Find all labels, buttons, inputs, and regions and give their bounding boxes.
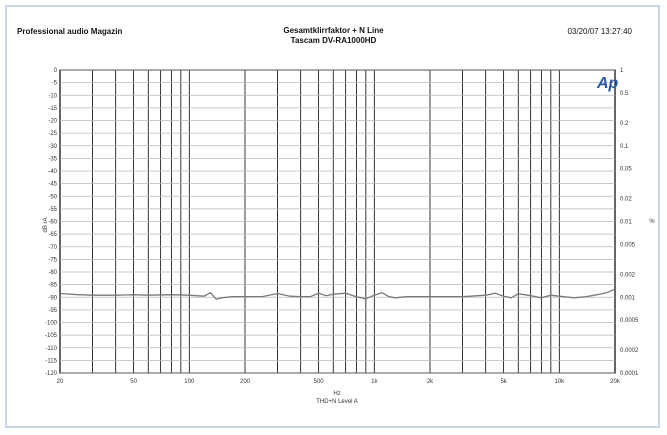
grid-lines — [59, 69, 616, 374]
y-right-tick-label: 0.5 — [620, 91, 629, 97]
y-right-tick-label: 0.001 — [620, 295, 636, 301]
timestamp-label: 03/20/07 13:27:40 — [567, 27, 632, 36]
y-left-tick-label: -35 — [48, 156, 57, 162]
y-left-tick-label: -50 — [48, 194, 57, 200]
x-axis-sublabel: THD+N Level A — [316, 399, 358, 405]
y-left-tick-label: -20 — [48, 119, 57, 125]
y-right-tick-label: 0.01 — [620, 220, 632, 226]
y-left-tick-label: -5 — [52, 81, 58, 87]
y-right-tick-label: 0.002 — [620, 272, 636, 278]
y-left-tick-label: -70 — [48, 245, 57, 251]
x-tick-label: 20 — [57, 379, 64, 385]
chart-title-block: Gesamtklirrfaktor + N Line Tascam DV-RA1… — [0, 26, 667, 46]
left-axis-ticks: 0 -5 -10 -15 -20 -25 -30 -35 -40 -45 -50 -55 -60 -65 -… — [45, 68, 58, 377]
y-left-tick-label: -40 — [48, 169, 57, 175]
y-left-tick-label: -115 — [45, 358, 57, 364]
x-tick-label: 5k — [500, 379, 507, 385]
x-axis-label: Hz — [333, 391, 340, 397]
ap-logo: Ap — [596, 75, 619, 92]
publisher-label: Professional audio Magazin — [17, 27, 123, 36]
y-left-tick-label: -100 — [45, 321, 58, 327]
y-right-tick-label: 0.2 — [620, 121, 629, 127]
y-right-tick-label: 0.0005 — [620, 318, 639, 324]
y-left-tick-label: -10 — [48, 93, 57, 99]
y-left-tick-label: -65 — [48, 232, 57, 238]
y-left-tick-label: -55 — [48, 207, 57, 213]
y-right-tick-label: 0.0001 — [620, 371, 639, 377]
y-axis-right-label: % — [649, 219, 655, 225]
y-right-tick-label: 0.0002 — [620, 348, 639, 354]
y-left-tick-label: -110 — [45, 346, 57, 352]
right-axis-ticks: 1 0.5 0.2 0.1 0.05 0.02 0.01 0.005 0.002 0.001 0.0… — [620, 68, 639, 377]
x-tick-label: 10k — [554, 379, 565, 385]
y-left-tick-label: -105 — [45, 333, 58, 339]
thd-series-line — [59, 288, 616, 301]
y-right-tick-label: 0.02 — [620, 197, 632, 203]
y-left-tick-label: -80 — [48, 270, 57, 276]
y-axis-left-label: dB rA — [43, 217, 49, 232]
y-left-tick-label: -75 — [48, 257, 57, 263]
chart-title: Gesamtklirrfaktor + N Line — [283, 26, 384, 35]
y-left-tick-label: -60 — [48, 220, 57, 226]
y-right-tick-label: 0.05 — [620, 167, 632, 173]
x-axis-ticks: 20 50 100 200 500 1k 2k 5k 10k 20k — [57, 379, 621, 385]
y-left-tick-label: -95 — [48, 308, 57, 314]
y-left-tick-label: -90 — [48, 295, 57, 301]
x-tick-label: 50 — [130, 379, 137, 385]
x-tick-label: 500 — [314, 379, 325, 385]
y-left-tick-label: -45 — [48, 182, 57, 188]
y-left-tick-label: -120 — [45, 371, 58, 377]
x-tick-label: 200 — [240, 379, 251, 385]
series-group — [59, 288, 616, 301]
x-tick-label: 1k — [371, 379, 378, 385]
y-left-tick-label: -85 — [48, 283, 57, 289]
y-left-tick-label: 0 — [54, 68, 58, 74]
y-right-tick-label: 0.005 — [620, 242, 636, 248]
y-right-tick-label: 0.1 — [620, 144, 629, 150]
x-tick-label: 100 — [184, 379, 195, 385]
x-tick-label: 20k — [610, 379, 621, 385]
chart-subtitle: Tascam DV-RA1000HD — [290, 36, 377, 45]
y-left-tick-label: -15 — [48, 106, 57, 112]
y-left-tick-label: -30 — [48, 144, 57, 150]
y-right-tick-label: 1 — [620, 68, 624, 74]
x-tick-label: 2k — [427, 379, 434, 385]
y-left-tick-label: -25 — [48, 131, 57, 137]
